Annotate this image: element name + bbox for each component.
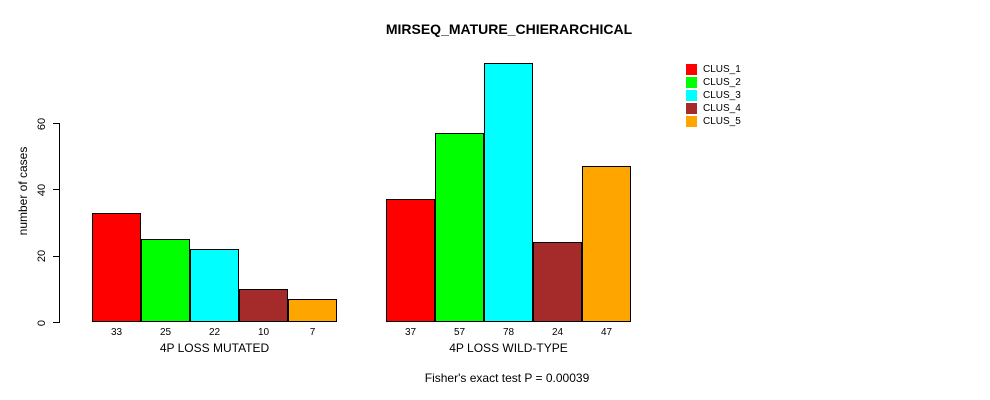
y-tick-label-40: 40: [36, 183, 48, 196]
legend-item-clus-1: CLUS_1: [686, 63, 741, 76]
legend-swatch-clus-2: [686, 77, 697, 88]
legend-label-clus-2: CLUS_2: [703, 77, 741, 88]
legend-item-clus-4: CLUS_4: [686, 102, 741, 115]
legend-swatch-clus-4: [686, 103, 697, 114]
legend-label-clus-1: CLUS_1: [703, 64, 741, 75]
bar-clus-3-4p-loss-mutated: [190, 249, 239, 322]
y-axis-line: [59, 123, 60, 323]
bar-clus-5-4p-loss-mutated: [288, 299, 337, 322]
legend-item-clus-2: CLUS_2: [686, 76, 741, 89]
legend-swatch-clus-3: [686, 90, 697, 101]
bar-value-clus-1-4p-loss-wild-type: 37: [404, 327, 417, 338]
y-axis-label: number of cases: [16, 146, 30, 236]
bar-value-clus-5-4p-loss-wild-type: 47: [600, 327, 613, 338]
bar-clus-4-4p-loss-mutated: [239, 289, 288, 322]
bar-value-clus-2-4p-loss-mutated: 25: [159, 327, 172, 338]
bar-clus-4-4p-loss-wild-type: [533, 242, 582, 322]
bar-value-clus-4-4p-loss-mutated: 10: [257, 327, 270, 338]
legend: CLUS_1 CLUS_2 CLUS_3 CLUS_4 CLUS_5: [686, 63, 741, 128]
bar-clus-2-4p-loss-wild-type: [435, 133, 484, 322]
bar-clus-1-4p-loss-mutated: [92, 213, 141, 322]
y-tick-label-0: 0: [36, 319, 48, 326]
y-tick-mark-40: [53, 189, 59, 191]
y-tick-mark-20: [53, 255, 59, 257]
group-label-4p-loss-wild-type: 4P LOSS WILD-TYPE: [449, 341, 568, 355]
bar-value-clus-3-4p-loss-mutated: 22: [208, 327, 221, 338]
bar-clus-3-4p-loss-wild-type: [484, 63, 533, 322]
bar-clus-1-4p-loss-wild-type: [386, 199, 435, 322]
y-tick-mark-60: [53, 123, 59, 124]
bar-value-clus-5-4p-loss-mutated: 7: [309, 327, 316, 338]
bar-value-clus-2-4p-loss-wild-type: 57: [453, 327, 466, 338]
y-tick-label-20: 20: [36, 250, 48, 263]
legend-item-clus-5: CLUS_5: [686, 115, 741, 128]
bar-value-clus-1-4p-loss-mutated: 33: [110, 327, 123, 338]
legend-label-clus-5: CLUS_5: [703, 116, 741, 127]
bar-clus-2-4p-loss-mutated: [141, 239, 190, 322]
legend-item-clus-3: CLUS_3: [686, 89, 741, 102]
legend-swatch-clus-1: [686, 64, 697, 75]
group-label-4p-loss-mutated: 4P LOSS MUTATED: [159, 341, 270, 355]
legend-label-clus-3: CLUS_3: [703, 90, 741, 101]
legend-label-clus-4: CLUS_4: [703, 103, 741, 114]
bar-value-clus-3-4p-loss-wild-type: 78: [502, 327, 515, 338]
y-tick-mark-0: [53, 322, 59, 323]
legend-swatch-clus-5: [686, 116, 697, 127]
chart-title: MIRSEQ_MATURE_CHIERARCHICAL: [385, 21, 633, 37]
bar-clus-5-4p-loss-wild-type: [582, 166, 631, 322]
bar-value-clus-4-4p-loss-wild-type: 24: [551, 327, 564, 338]
y-tick-label-60: 60: [36, 117, 48, 130]
chart-caption: Fisher's exact test P = 0.00039: [424, 371, 590, 385]
